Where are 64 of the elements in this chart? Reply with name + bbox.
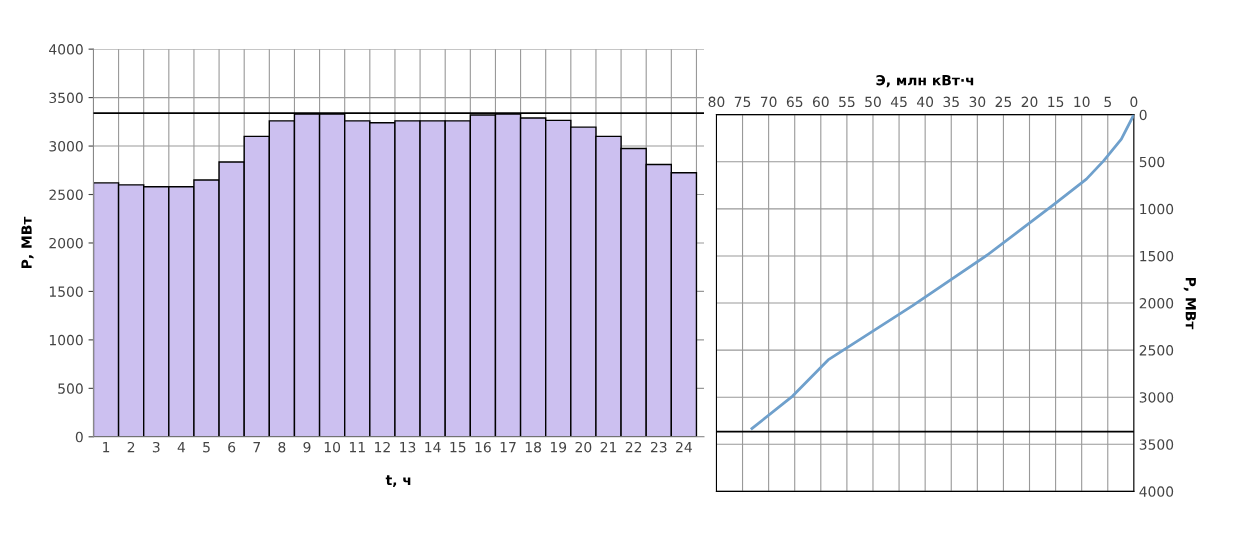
y-tick-label: 3000 bbox=[1139, 392, 1174, 403]
x-tick-label: 45 bbox=[890, 96, 907, 108]
y-tick-label: 1500 bbox=[49, 286, 83, 297]
x-tick-label: 25 bbox=[995, 96, 1012, 108]
x-tick-label: 7 bbox=[253, 442, 260, 453]
y-tick-label: 3500 bbox=[49, 92, 83, 104]
x-tick-label: 20 bbox=[1021, 96, 1038, 108]
x-tick-label: 24 bbox=[676, 441, 692, 453]
y-tick-label: 0 bbox=[75, 431, 83, 443]
x-tick-label: 60 bbox=[812, 96, 829, 108]
y-tick-label: 3500 bbox=[1139, 439, 1174, 450]
y-tick-label: 4000 bbox=[49, 44, 83, 55]
x-tick-label: 30 bbox=[969, 96, 986, 108]
x-tick-label: 19 bbox=[550, 441, 567, 453]
y-tick-label: 500 bbox=[1139, 156, 1165, 168]
x-tick-label: 35 bbox=[943, 96, 959, 108]
x-tick-label: 15 bbox=[1048, 96, 1064, 108]
y-tick-label: 4000 bbox=[1139, 486, 1174, 497]
x-tick-label: 13 bbox=[400, 441, 416, 453]
x-tick-label: 3 bbox=[152, 441, 160, 453]
x-tick-label: 2 bbox=[127, 441, 135, 453]
x-tick-label: 8 bbox=[278, 441, 286, 453]
x-tick-label: 70 bbox=[760, 96, 777, 108]
y-tick-label: 3000 bbox=[49, 141, 83, 152]
x-tick-label: 14 bbox=[425, 442, 441, 453]
x-tick-label: 5 bbox=[203, 442, 210, 453]
x-tick-label: 17 bbox=[500, 442, 516, 453]
x-tick-label: 16 bbox=[475, 441, 491, 453]
x-tick-label: 20 bbox=[575, 441, 592, 453]
x-tick-label: 10 bbox=[324, 441, 341, 453]
x-tick-label: 12 bbox=[375, 441, 390, 453]
x-tick-label: 18 bbox=[525, 441, 542, 453]
x-tick-label: 10 bbox=[1074, 96, 1090, 108]
x-tick-label: 23 bbox=[650, 441, 667, 453]
x-tick-label: 15 bbox=[450, 442, 466, 453]
x-tick-label: 9 bbox=[303, 441, 311, 453]
y-axis-title: Р, МВт bbox=[1183, 277, 1196, 330]
x-tick-label: 11 bbox=[349, 442, 365, 453]
x-axis-title: t, ч bbox=[385, 475, 411, 488]
x-tick-label: 1 bbox=[103, 442, 110, 453]
x-tick-label: 55 bbox=[839, 96, 855, 108]
y-tick-label: 1500 bbox=[1140, 250, 1174, 262]
x-tick-label: 75 bbox=[734, 96, 751, 108]
x-tick-label: 4 bbox=[177, 442, 186, 453]
x-tick-label: 65 bbox=[786, 96, 803, 108]
x-tick-label: 22 bbox=[625, 441, 642, 453]
y-tick-label: 2000 bbox=[49, 237, 83, 249]
y-tick-label: 1000 bbox=[1140, 203, 1174, 215]
x-tick-label: 6 bbox=[228, 441, 236, 453]
y-tick-label: 1000 bbox=[49, 334, 83, 346]
x-axis-title: Э, млн кВт·ч bbox=[876, 74, 974, 88]
y-axis-title: Р, МВт bbox=[21, 216, 34, 269]
x-tick-label: 21 bbox=[600, 441, 617, 453]
line-series bbox=[750, 114, 1134, 430]
y-tick-label: 2000 bbox=[1139, 298, 1174, 309]
x-tick-label: 40 bbox=[917, 96, 934, 108]
y-tick-label: 2500 bbox=[49, 189, 83, 200]
x-tick-label: 80 bbox=[708, 96, 725, 108]
x-tick-label: 50 bbox=[865, 96, 881, 108]
x-tick-label: 0 bbox=[1130, 96, 1138, 108]
x-tick-label: 5 bbox=[1104, 96, 1111, 108]
y-tick-label: 0 bbox=[1139, 109, 1147, 121]
y-tick-label: 2500 bbox=[1139, 345, 1174, 356]
y-tick-label: 500 bbox=[58, 383, 83, 394]
